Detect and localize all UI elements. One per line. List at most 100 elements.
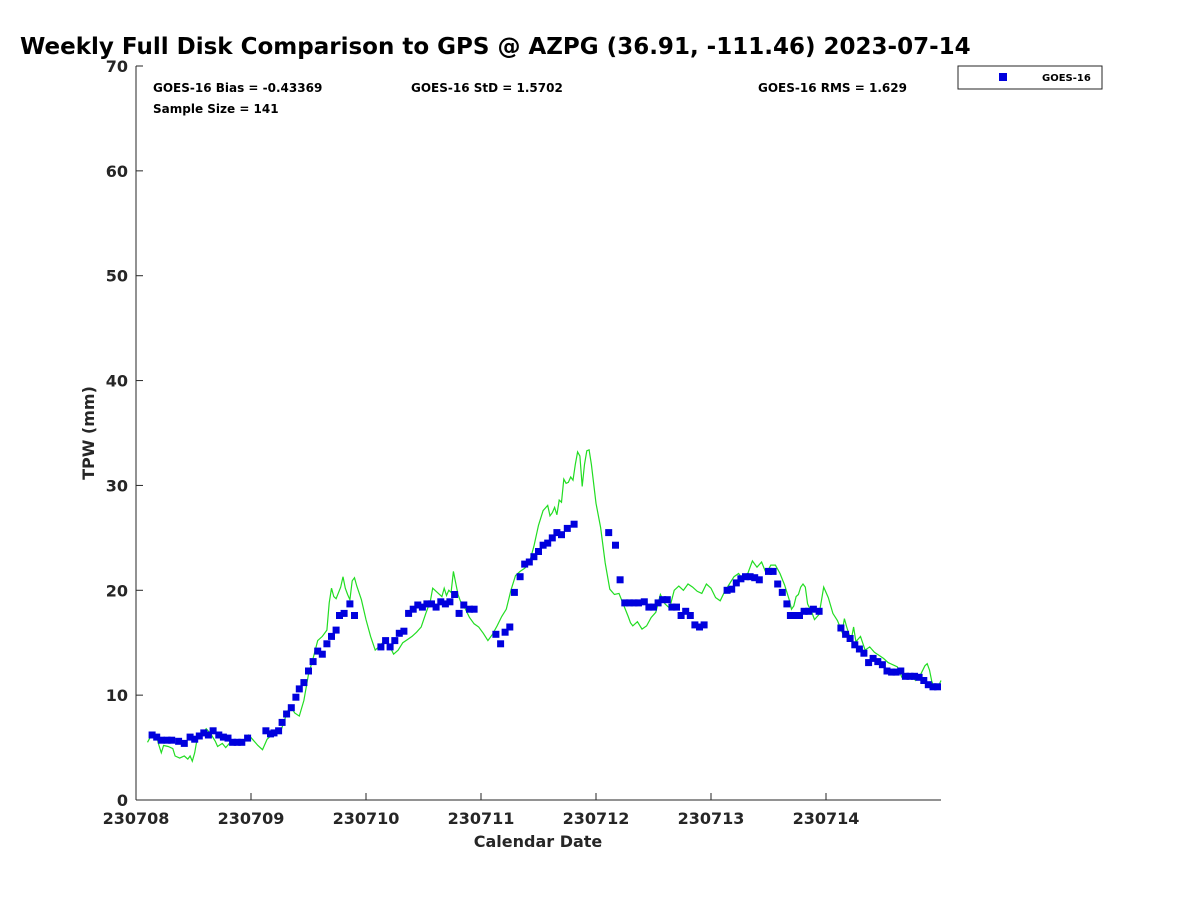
x-tick-label: 230712: [563, 809, 630, 828]
goes-16-data-point: [418, 603, 426, 611]
series-gps-line: [146, 448, 942, 763]
goes-16-data-point: [423, 600, 431, 608]
goes-16-data-point: [616, 576, 624, 584]
goes-16-data-point: [796, 612, 803, 619]
goes-16-data-point: [846, 635, 854, 642]
goes-16-data-point: [391, 637, 399, 645]
y-tick-label: 30: [106, 476, 128, 495]
goes-16-data-point: [292, 693, 300, 701]
goes-16-data-point: [283, 710, 291, 718]
goes-16-data-point: [769, 567, 777, 575]
goes-16-data-point: [774, 580, 782, 588]
goes-16-data-point: [209, 727, 217, 735]
x-tick-label: 230713: [678, 809, 745, 828]
goes-16-data-point: [340, 609, 348, 617]
goes-16-data-point: [451, 591, 459, 598]
goes-16-data-point: [746, 573, 754, 581]
goes-16-data-point: [148, 731, 156, 739]
goes-16-data-point: [328, 632, 335, 640]
y-tick-label: 20: [106, 581, 128, 600]
goes-16-data-point: [865, 659, 873, 667]
goes-16-data-point: [377, 643, 385, 651]
goes-16-data-point: [815, 607, 823, 615]
goes-16-data-point: [612, 541, 619, 549]
goes-16-data-point: [728, 585, 736, 593]
goes-16-data-point: [323, 640, 331, 648]
goes-16-data-point: [318, 650, 326, 658]
goes-16-data-point: [640, 598, 648, 606]
goes-16-data-point: [244, 734, 252, 742]
goes-16-data-point: [233, 738, 241, 746]
goes-16-data-point: [521, 560, 529, 568]
goes-16-data-point: [470, 605, 478, 613]
goes-16-data-point: [168, 736, 176, 744]
goes-16-data-point: [883, 667, 891, 675]
goes-16-data-point: [553, 529, 561, 537]
y-axis-label: TPW (mm): [79, 386, 98, 480]
goes-16-data-point: [625, 599, 633, 607]
goes-16-data-point: [696, 623, 703, 631]
goes-16-data-point: [751, 574, 759, 582]
stat-std: GOES-16 StD = 1.5702: [411, 81, 563, 95]
goes-16-data-point: [510, 588, 518, 596]
goes-16-data-point: [673, 603, 680, 611]
goes-16-data-point: [860, 649, 868, 657]
goes-16-data-point: [270, 729, 278, 737]
x-tick-label: 230710: [333, 809, 400, 828]
goes-16-data-point: [460, 601, 468, 609]
goes-16-data-point: [501, 628, 509, 636]
goes-16-data-point: [809, 605, 817, 613]
stat-bias: GOES-16 Bias = -0.43369: [153, 81, 322, 95]
goes-16-data-point: [287, 704, 295, 712]
goes-16-data-point: [278, 718, 286, 726]
goes-16-data-point: [621, 599, 629, 607]
x-tick-label: 230711: [448, 809, 515, 828]
goes-16-data-point: [437, 598, 445, 606]
goes-16-data-point: [314, 647, 322, 655]
goes-16-data-point: [920, 677, 928, 684]
legend-label: GOES-16: [1042, 73, 1091, 84]
goes-16-data-point: [224, 734, 232, 742]
goes-16-data-point: [446, 598, 454, 606]
goes-16-data-point: [215, 731, 223, 739]
goes-16-data-point: [663, 596, 671, 604]
goes-16-data-point: [336, 612, 343, 619]
goes-16-data-point: [492, 630, 500, 638]
goes-16-data-point: [180, 739, 188, 747]
x-ticks: 230708 230709 230710 230711 230712 230713 2307…: [103, 793, 860, 828]
goes-16-data-point: [428, 600, 435, 608]
goes-16-data-point: [786, 612, 794, 619]
goes-16-data-point: [737, 575, 745, 583]
x-tick-label: 230714: [793, 809, 860, 828]
goes-16-data-point: [570, 520, 578, 528]
goes-16-data-point: [654, 599, 662, 607]
goes-16-data-point: [157, 736, 165, 744]
y-tick-label: 10: [106, 686, 128, 705]
goes-16-data-point: [204, 731, 212, 739]
goes-16-data-point: [309, 658, 317, 666]
y-tick-label: 50: [106, 267, 128, 286]
goes-16-data-point: [351, 612, 358, 619]
goes-16-data-point: [929, 683, 937, 691]
goes-16-data-point: [682, 607, 690, 615]
goes-16-data-point: [300, 679, 308, 687]
goes-16-data-point: [219, 733, 227, 741]
goes-16-data-point: [732, 579, 740, 587]
goes-16-data-point: [405, 609, 413, 617]
goes-16-data-point: [400, 627, 408, 635]
series-goes-16-points: [148, 520, 941, 747]
goes-16-data-point: [878, 661, 886, 669]
goes-16-data-point: [742, 573, 749, 581]
goes-16-data-point: [855, 645, 863, 653]
goes-16-data-point: [686, 612, 694, 619]
goes-16-data-point: [497, 640, 505, 648]
legend: GOES-16: [957, 65, 1103, 90]
goes-16-data-point: [892, 668, 900, 676]
plot-area: 0 10 20 30 40 50 60 70 230708 230709 230710 230711…: [103, 57, 942, 828]
goes-16-data-point: [645, 603, 653, 611]
goes-16-data-point: [539, 541, 547, 549]
goes-16-data-point: [874, 658, 882, 666]
goes-16-data-point: [386, 643, 394, 651]
goes-16-data-point: [677, 612, 685, 619]
